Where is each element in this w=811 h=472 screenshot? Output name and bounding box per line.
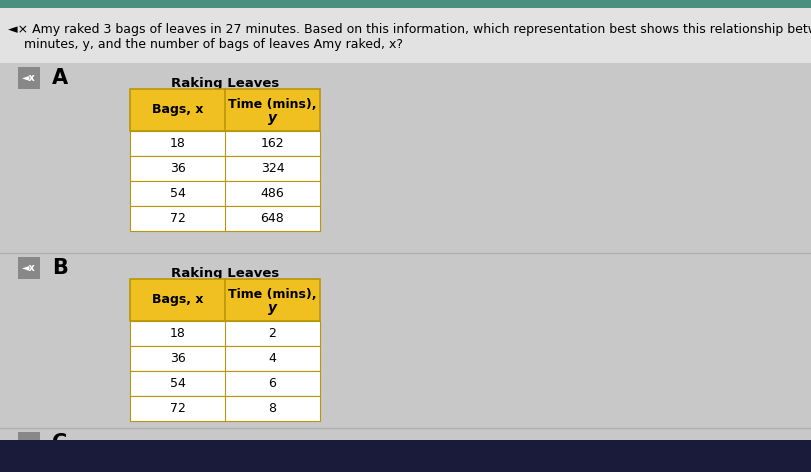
Bar bbox=[130, 206, 320, 231]
Text: Time (mins),: Time (mins), bbox=[228, 288, 316, 302]
Text: Time (mins),: Time (mins), bbox=[228, 99, 316, 111]
Text: 486: 486 bbox=[260, 187, 284, 200]
Bar bbox=[130, 321, 320, 346]
Bar bbox=[0, 253, 811, 428]
Text: 162: 162 bbox=[260, 137, 284, 150]
Bar bbox=[130, 156, 320, 181]
Text: C: C bbox=[52, 433, 67, 453]
Bar bbox=[130, 131, 320, 156]
Bar bbox=[130, 181, 320, 206]
Text: 648: 648 bbox=[260, 212, 284, 225]
Text: Raking Leaves: Raking Leaves bbox=[170, 77, 279, 90]
Text: 18: 18 bbox=[169, 327, 185, 340]
Text: 36: 36 bbox=[169, 162, 185, 175]
Text: ◄x: ◄x bbox=[22, 263, 36, 273]
Text: 72: 72 bbox=[169, 402, 185, 415]
Bar bbox=[0, 0, 811, 8]
Text: Bags, x: Bags, x bbox=[152, 103, 203, 117]
Text: 2: 2 bbox=[268, 327, 276, 340]
Bar bbox=[130, 346, 320, 371]
Bar bbox=[130, 279, 320, 321]
Bar bbox=[0, 63, 811, 253]
Text: y: y bbox=[268, 111, 277, 125]
Text: 36: 36 bbox=[169, 352, 185, 365]
Text: B: B bbox=[52, 258, 68, 278]
Text: 324: 324 bbox=[260, 162, 284, 175]
Text: 54: 54 bbox=[169, 377, 185, 390]
Bar bbox=[18, 67, 40, 89]
Text: 8: 8 bbox=[268, 402, 277, 415]
Text: A: A bbox=[52, 68, 68, 88]
Text: ◄x: ◄x bbox=[22, 438, 36, 448]
Text: Bags, x: Bags, x bbox=[152, 294, 203, 306]
Text: 72: 72 bbox=[169, 212, 185, 225]
Text: Raking Leaves: Raking Leaves bbox=[251, 444, 348, 456]
Text: 18: 18 bbox=[169, 137, 185, 150]
Text: ◄x: ◄x bbox=[22, 73, 36, 83]
Bar bbox=[0, 8, 811, 63]
Bar bbox=[130, 371, 320, 396]
Text: y: y bbox=[268, 301, 277, 315]
Text: minutes, y, and the number of bags of leaves Amy raked, x?: minutes, y, and the number of bags of le… bbox=[8, 38, 402, 51]
Text: Raking Leaves: Raking Leaves bbox=[170, 267, 279, 280]
Bar bbox=[18, 432, 40, 454]
Bar bbox=[0, 440, 811, 472]
Bar bbox=[18, 257, 40, 279]
Bar bbox=[130, 396, 320, 421]
Text: 54: 54 bbox=[169, 187, 185, 200]
Bar bbox=[0, 428, 811, 472]
Text: ◄× Amy raked 3 bags of leaves in 27 minutes. Based on this information, which re: ◄× Amy raked 3 bags of leaves in 27 minu… bbox=[8, 23, 811, 36]
Text: 6: 6 bbox=[268, 377, 276, 390]
Bar bbox=[130, 89, 320, 131]
Text: 4: 4 bbox=[268, 352, 276, 365]
